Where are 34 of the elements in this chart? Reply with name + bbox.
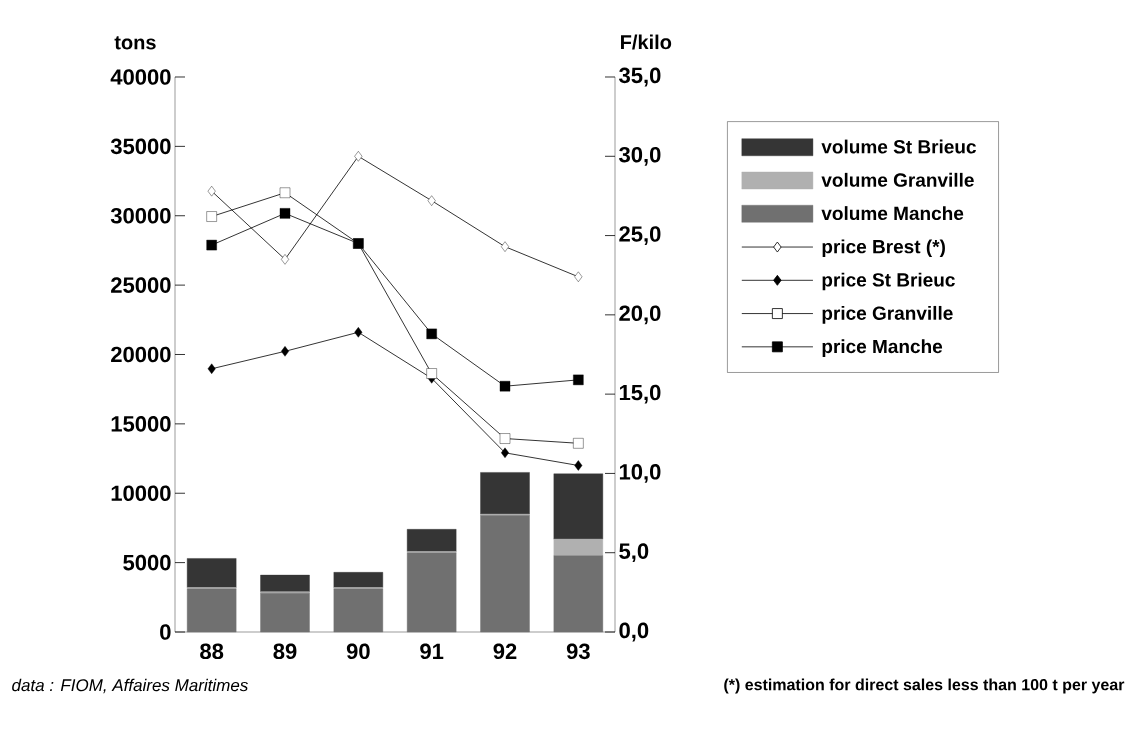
y2-tick-label: 10,0	[619, 464, 661, 483]
y-tick-label: 5000	[123, 554, 171, 571]
text: data : FIOM, Affaires Maritimes	[12, 678, 248, 694]
y-tick-label: 20000	[111, 346, 171, 363]
legend-label: price Brest (*)	[822, 239, 945, 258]
x-tick-label: 92	[493, 643, 517, 660]
x-tick-label: 93	[566, 643, 590, 660]
y-tick-label: 0	[160, 624, 171, 640]
x-tick-label: 90	[346, 643, 370, 660]
legend-label: price St Brieuc	[822, 272, 955, 291]
y-tick-label: 30000	[110, 207, 171, 224]
y2-axis-title: F/kilo	[621, 34, 672, 50]
y-tick-label: 35000	[110, 138, 171, 155]
legend-label: price Manche	[822, 339, 943, 357]
y2-tick-label: 0,0	[619, 622, 649, 642]
x-tick-label: 88	[200, 643, 224, 660]
y-tick-label: 10000	[111, 485, 171, 502]
y-axis-title: tons	[114, 36, 156, 50]
legend-label: volume Manche	[821, 206, 964, 221]
y-tick-label: 15000	[111, 416, 171, 432]
text: (*) estimation for direct sales less than 100 t per year	[724, 678, 1125, 694]
y2-tick-label: 35,0	[619, 67, 661, 87]
y2-tick-label: 20,0	[619, 305, 661, 325]
y2-tick-label: 15,0	[619, 384, 661, 404]
x-tick-label: 89	[273, 643, 297, 660]
legend-label: volume St Brieuc	[821, 139, 976, 154]
y-tick-label: 40000	[110, 69, 171, 85]
y2-tick-label: 25,0	[619, 226, 661, 245]
y2-tick-label: 5,0	[619, 543, 649, 563]
legend-label: volume Granville	[821, 172, 974, 187]
y2-tick-label: 30,0	[619, 146, 661, 166]
legend-label: price Granville	[822, 305, 953, 324]
x-tick-label: 91	[420, 643, 444, 660]
y-tick-label: 25000	[111, 277, 171, 293]
